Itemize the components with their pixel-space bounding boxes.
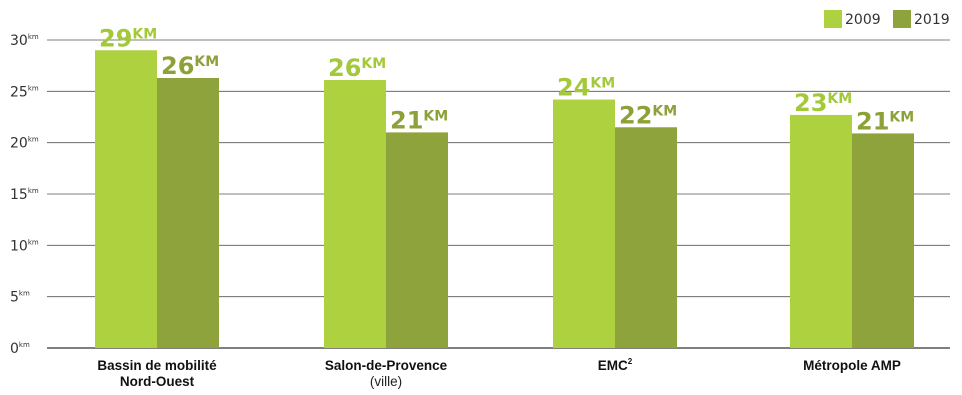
data-label-value: 22 [619, 101, 652, 129]
data-label: 22KM [619, 101, 677, 129]
y-tick-value: 5 [10, 290, 19, 306]
y-tick-value: 30 [10, 33, 28, 49]
bar-2009-2 [553, 99, 615, 349]
y-tick-label: 20km [10, 136, 39, 152]
y-tick-label: 5km [10, 290, 30, 306]
category-label: Métropole AMP [803, 358, 901, 373]
data-label-value: 21 [390, 106, 423, 134]
category-sublabel: (ville) [370, 374, 402, 389]
data-label-unit: KM [590, 76, 615, 92]
y-tick-label: 0km [10, 341, 30, 357]
bar-2019-1 [386, 132, 448, 348]
data-label: 26KM [328, 54, 386, 82]
data-label-unit: KM [132, 26, 157, 42]
data-label-value: 26 [328, 54, 361, 82]
legend-label: 2019 [914, 12, 950, 28]
data-label-unit: KM [423, 108, 448, 124]
category-label-superscript: 2 [628, 357, 633, 366]
data-label-unit: KM [194, 54, 219, 70]
data-label-value: 24 [557, 74, 590, 102]
y-tick-label: 25km [10, 84, 39, 100]
data-label-unit: KM [827, 91, 852, 107]
bar-2009-3 [790, 114, 852, 349]
y-tick-unit: km [19, 341, 30, 349]
legend-swatch-2009 [824, 10, 842, 28]
category-label: Bassin de mobilité [97, 358, 217, 373]
category-label: Salon-de-Provence [325, 358, 448, 373]
data-label-value: 21 [856, 107, 889, 135]
data-label: 29KM [99, 24, 157, 52]
y-tick-label: 30km [10, 33, 39, 49]
bars [95, 50, 914, 349]
data-label-value: 23 [794, 89, 827, 117]
y-tick-unit: km [28, 33, 39, 41]
legend-label: 2009 [845, 12, 881, 28]
data-label: 23KM [794, 89, 852, 117]
category-label-text: EMC [598, 358, 628, 373]
category-label-line2: Nord-Ouest [120, 374, 195, 389]
y-tick-unit: km [28, 136, 39, 144]
y-tick-value: 20 [10, 136, 28, 152]
y-tick-value: 25 [10, 84, 28, 100]
y-tick-value: 10 [10, 238, 28, 254]
legend: 2009 2019 [824, 10, 950, 28]
y-tick-unit: km [19, 290, 30, 298]
category-label-text: Salon-de-Provence [325, 358, 448, 373]
y-tick-value: 0 [10, 341, 19, 357]
category-label-text: Métropole AMP [803, 358, 901, 373]
y-tick-unit: km [28, 238, 39, 246]
category-label: EMC2 [598, 357, 633, 373]
data-label: 24KM [557, 74, 615, 102]
category-label-text: Bassin de mobilité [97, 358, 217, 373]
data-label-unit: KM [361, 56, 386, 72]
y-tick-value: 15 [10, 187, 28, 203]
legend-swatch-2019 [893, 10, 911, 28]
y-tick-label: 10km [10, 238, 39, 254]
data-label: 21KM [856, 107, 914, 135]
bar-2009-1 [324, 80, 386, 348]
bar-2019-0 [157, 77, 219, 348]
bar-2009-0 [95, 50, 157, 349]
data-label-unit: KM [652, 103, 677, 119]
y-tick-label: 15km [10, 187, 39, 203]
y-tick-unit: km [28, 187, 39, 195]
y-tick-unit: km [28, 84, 39, 92]
data-label: 26KM [161, 52, 219, 80]
data-label-value: 29 [99, 24, 132, 52]
bar-2019-3 [852, 133, 914, 348]
data-label-unit: KM [889, 109, 914, 125]
data-label-value: 26 [161, 52, 194, 80]
data-label: 21KM [390, 106, 448, 134]
bar-2019-2 [615, 127, 677, 349]
